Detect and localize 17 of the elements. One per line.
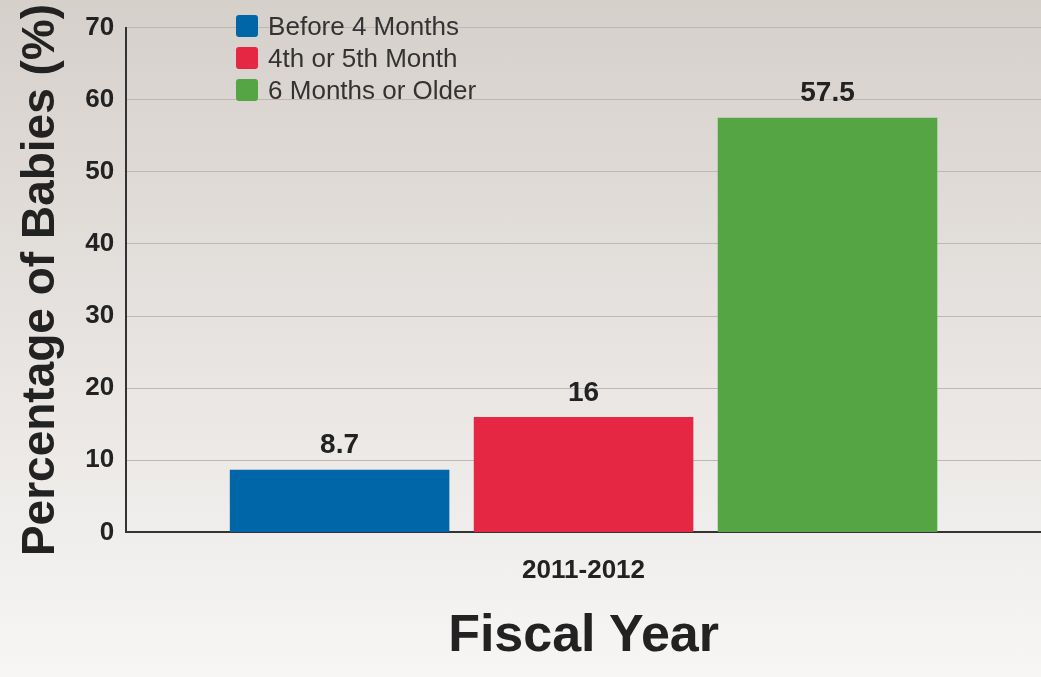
- y-tick-label: 50: [85, 155, 115, 185]
- legend-label: 6 Months or Older: [268, 73, 477, 106]
- y-tick-label: 10: [85, 443, 115, 474]
- x-axis-title: Fiscal Year: [448, 604, 719, 663]
- data-label: 8.7: [320, 428, 360, 460]
- y-tick-label: 70: [85, 10, 115, 41]
- y-tick-label: 40: [85, 227, 115, 258]
- y-tick-label: 30: [85, 299, 115, 330]
- y-tick-label: 20: [85, 371, 115, 402]
- y-tick-label: 0: [99, 515, 115, 546]
- legend-label: 4th or 5th Month: [268, 41, 458, 74]
- y-tick-label: 60: [85, 82, 115, 113]
- legend-label: Before 4 Months: [268, 9, 459, 42]
- y-axis-title: Percentage of Babies (%): [12, 3, 65, 557]
- data-label: 16: [567, 375, 600, 407]
- x-tick-label: 2011-2012: [522, 554, 646, 585]
- data-label: 57.5: [800, 76, 855, 108]
